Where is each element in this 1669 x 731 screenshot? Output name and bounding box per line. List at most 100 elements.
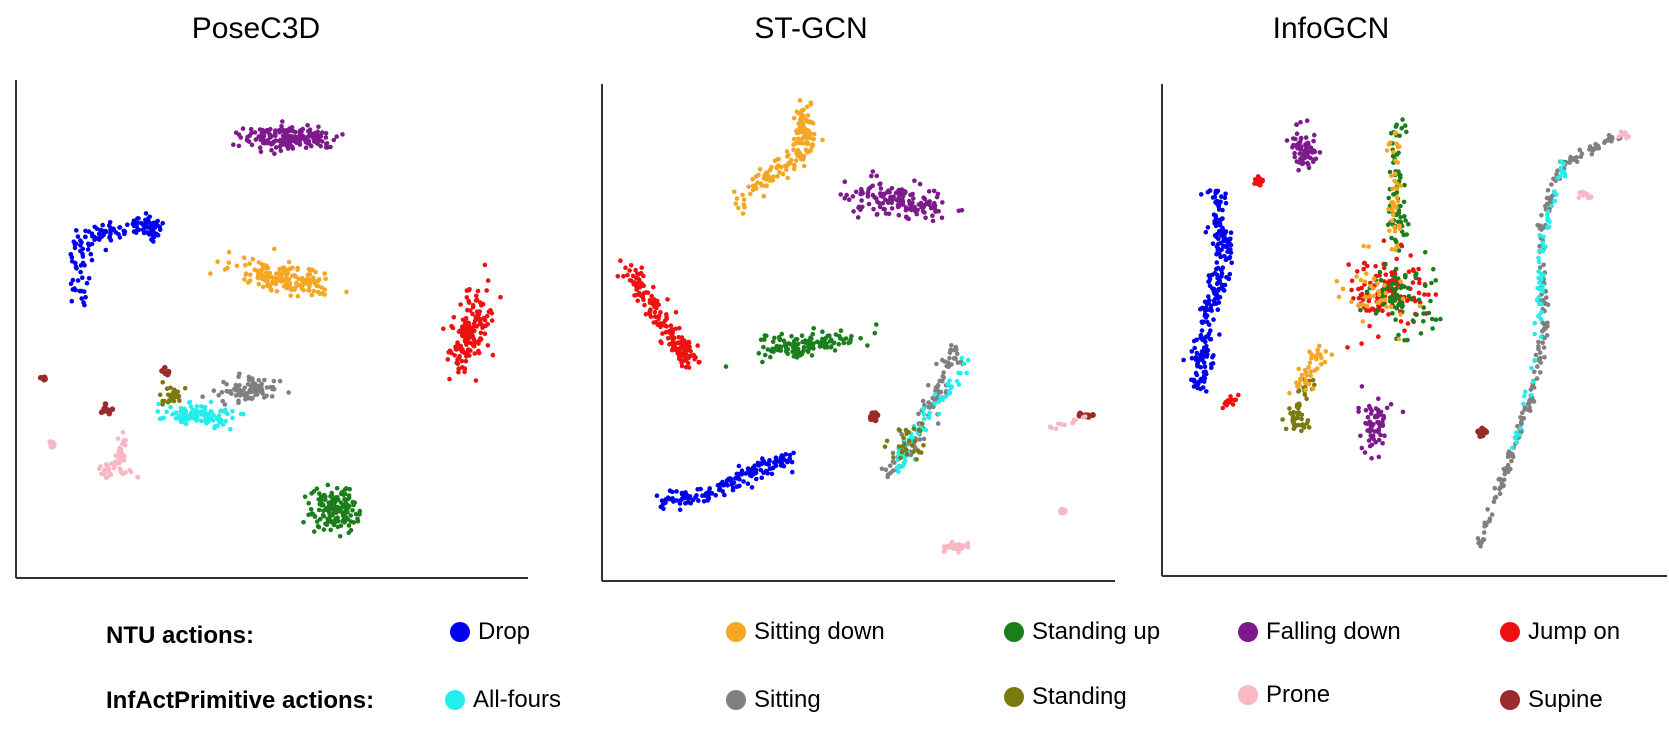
scatter-point xyxy=(355,519,361,524)
scatter-point xyxy=(316,497,322,502)
scatter-point xyxy=(331,522,337,528)
scatter-point xyxy=(669,347,675,353)
scatter-point xyxy=(1431,266,1436,272)
scatter-point xyxy=(292,136,298,142)
scatter-point xyxy=(217,420,222,425)
scatter-point xyxy=(628,263,634,268)
scatter-point xyxy=(1306,381,1312,387)
scatter-point xyxy=(308,280,313,286)
scatter-point xyxy=(903,427,909,433)
scatter-point xyxy=(260,284,266,290)
scatter-point xyxy=(1585,192,1590,198)
scatter-point xyxy=(308,507,314,512)
scatter-point xyxy=(1222,253,1227,259)
scatter-point xyxy=(102,401,109,407)
scatter-point xyxy=(1359,285,1364,291)
axes-infogcn xyxy=(1161,84,1667,577)
scatter-point xyxy=(1358,433,1363,439)
scatter-point xyxy=(208,416,214,422)
scatter-point xyxy=(1426,292,1431,298)
scatter-point xyxy=(663,500,668,506)
scatter-point xyxy=(1588,194,1594,199)
scatter-point xyxy=(1363,408,1369,413)
scatter-point xyxy=(1297,146,1303,152)
scatter-point xyxy=(900,197,905,202)
scatter-point xyxy=(265,138,270,143)
scatter-point xyxy=(1543,326,1548,331)
scatter-point xyxy=(242,385,247,391)
scatter-point xyxy=(1403,218,1408,223)
scatter-point xyxy=(734,475,740,481)
scatter-point xyxy=(1417,280,1422,286)
scatter-point xyxy=(306,138,312,144)
scatter-point xyxy=(1375,308,1380,313)
scatter-point xyxy=(190,412,195,417)
panel-title-infogcn: InfoGCN xyxy=(1272,12,1390,45)
scatter-point xyxy=(1359,341,1364,346)
scatter-point xyxy=(882,444,888,450)
scatter-point xyxy=(1304,396,1309,402)
scatter-point xyxy=(664,316,669,322)
scatter-point xyxy=(1225,400,1230,406)
scatter-point xyxy=(1533,358,1538,363)
scatter-point xyxy=(755,460,761,466)
scatter-point xyxy=(811,341,816,346)
scatter-point xyxy=(838,328,844,334)
scatter-point xyxy=(1359,291,1365,297)
scatter-point xyxy=(1203,229,1209,235)
scatter-point xyxy=(1482,524,1487,529)
scatter-point xyxy=(334,134,340,139)
scatter-point xyxy=(1400,409,1406,415)
scatter-point xyxy=(247,272,253,278)
scatter-point xyxy=(1298,156,1303,161)
scatter-point xyxy=(1547,218,1552,224)
scatter-point xyxy=(801,345,807,350)
scatter-point xyxy=(1058,507,1065,515)
scatter-point xyxy=(177,398,182,403)
scatter-point xyxy=(767,458,772,463)
scatter-point xyxy=(723,364,729,369)
scatter-point xyxy=(1306,144,1311,150)
scatter-point xyxy=(761,470,766,476)
legend-item-standing: Standing xyxy=(1004,683,1127,711)
scatter-point xyxy=(769,348,774,354)
scatter-point xyxy=(914,211,919,217)
scatter-point xyxy=(482,331,488,337)
scatter-point xyxy=(926,383,931,388)
scatter-point xyxy=(148,231,153,237)
scatter-point xyxy=(649,293,654,299)
scatter-point xyxy=(1623,130,1628,135)
scatter-point xyxy=(1545,188,1551,193)
scatter-point xyxy=(345,517,351,522)
scatter-point xyxy=(908,192,913,198)
scatter-point xyxy=(100,222,105,228)
scatter-point xyxy=(1499,478,1504,483)
scatter-point xyxy=(1195,360,1201,365)
scatter-point xyxy=(790,469,795,475)
scatter-point xyxy=(274,288,280,294)
scatter-point xyxy=(288,287,294,293)
scatter-point xyxy=(1311,138,1316,144)
scatter-point xyxy=(794,349,800,355)
scatter-point xyxy=(939,215,945,221)
scatter-point xyxy=(1306,365,1311,370)
scatter-point xyxy=(256,281,262,287)
scatter-point xyxy=(117,446,122,451)
scatter-point xyxy=(1527,408,1533,414)
scatter-point xyxy=(489,318,495,323)
scatter-point xyxy=(762,337,767,342)
scatter-point xyxy=(770,339,776,345)
scatter-point xyxy=(932,401,937,406)
scatter-point xyxy=(1531,398,1536,403)
scatter-point xyxy=(230,409,235,414)
scatter-point xyxy=(277,378,283,384)
scatter-point xyxy=(764,175,769,181)
scatter-point xyxy=(251,383,257,389)
scatter-point xyxy=(230,415,235,421)
scatter-point xyxy=(860,204,865,210)
scatter-point xyxy=(1398,242,1404,248)
scatter-point xyxy=(484,313,490,319)
scatter-point xyxy=(218,408,223,414)
scatter-point xyxy=(1298,120,1303,125)
scatter-point xyxy=(490,352,496,358)
